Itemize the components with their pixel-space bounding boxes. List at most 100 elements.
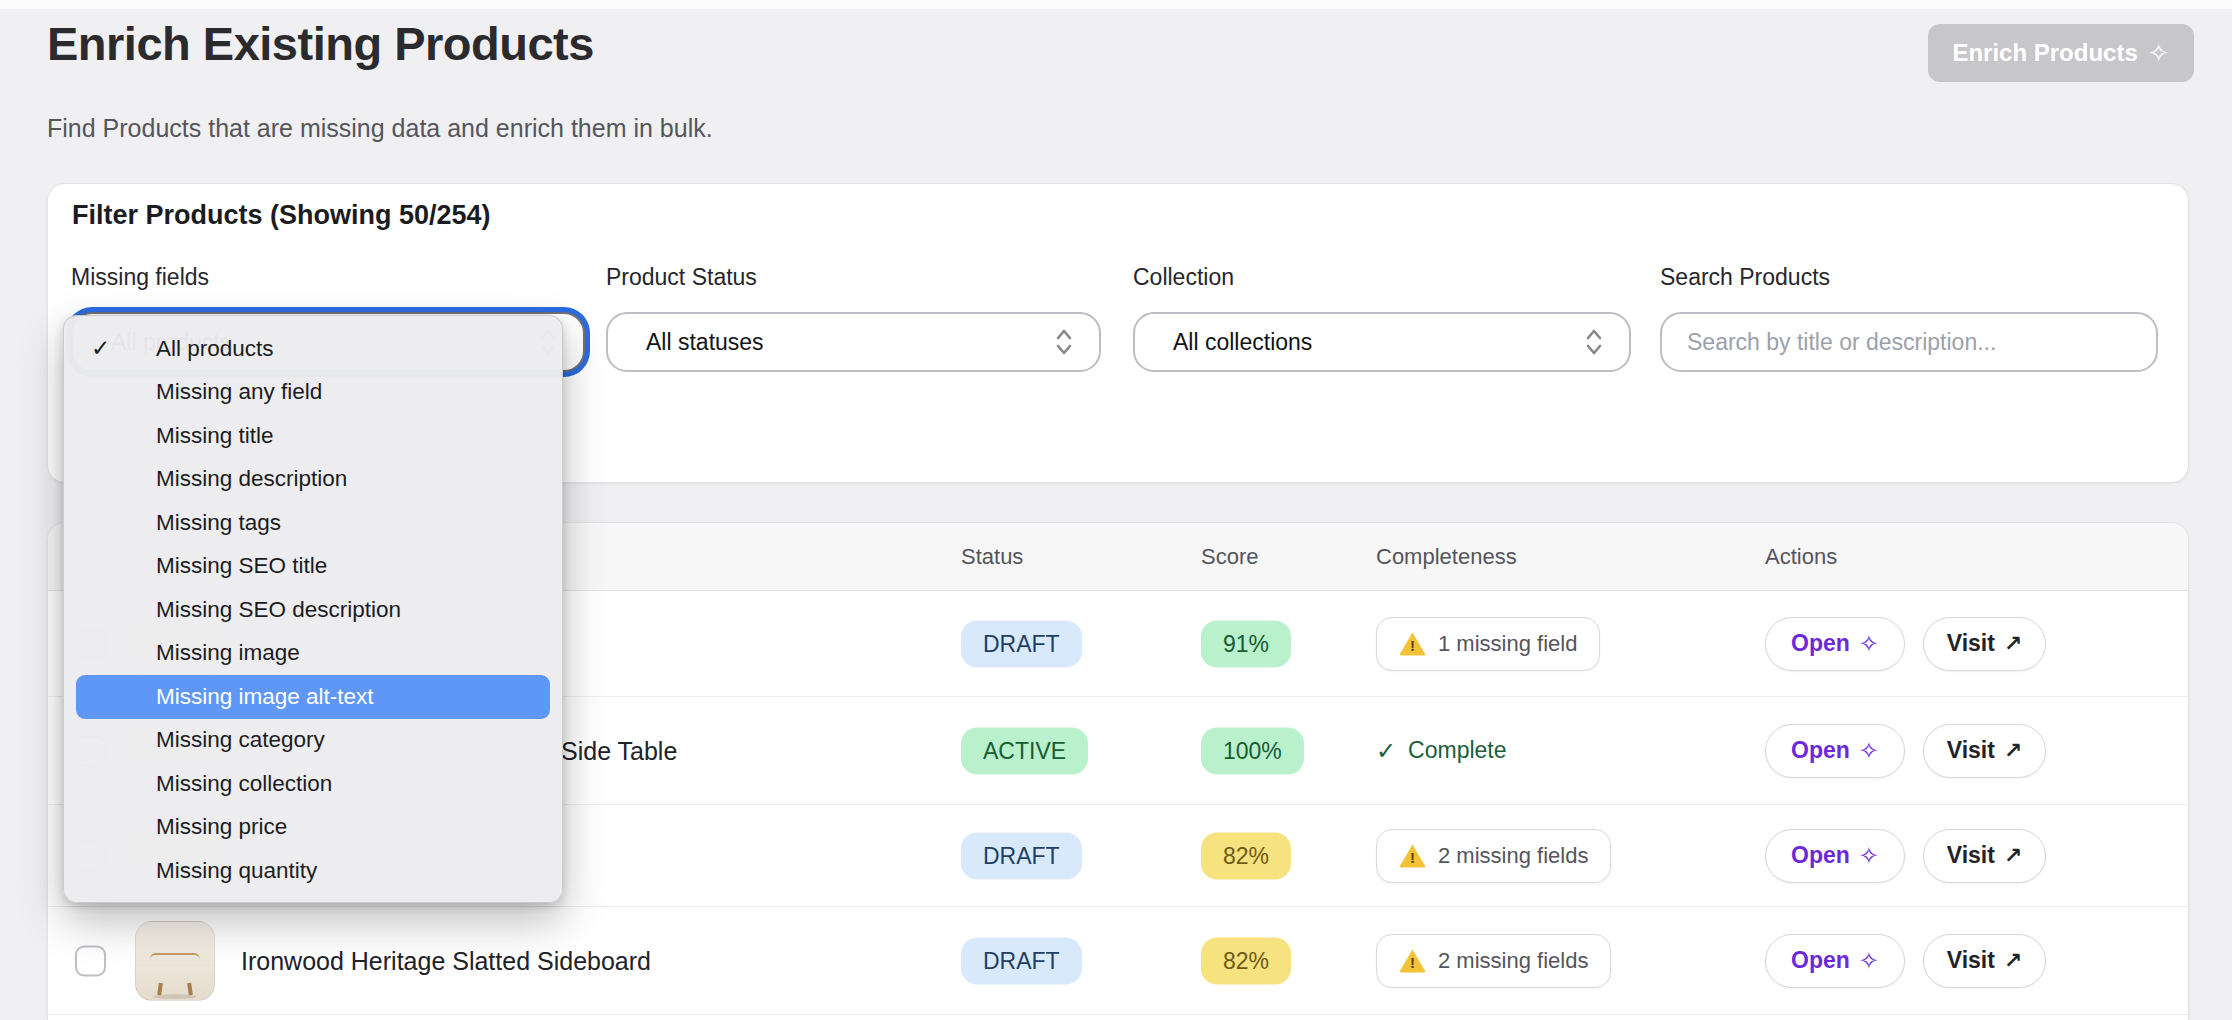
warning-icon: !: [1399, 949, 1426, 973]
status-badge: DRAFT: [961, 937, 1082, 984]
collection-group: Collection All collections: [1133, 262, 1631, 442]
collection-select[interactable]: All collections: [1133, 312, 1631, 372]
search-products-label: Search Products: [1660, 262, 2158, 292]
menu-item-label: Missing collection: [156, 771, 332, 797]
column-header-score: Score: [1201, 523, 1258, 591]
menu-item-missing-any-field[interactable]: Missing any field: [64, 371, 562, 415]
visit-button[interactable]: Visit ↗: [1923, 724, 2046, 778]
missing-fields-dropdown-menu: ✓ All products Missing any field Missing…: [63, 315, 563, 903]
status-badge: DRAFT: [961, 620, 1082, 667]
column-header-status: Status: [961, 523, 1023, 591]
completeness-text: Complete: [1408, 737, 1506, 764]
check-icon: ✓: [1376, 737, 1396, 765]
menu-item-label: Missing title: [156, 423, 274, 449]
page-subtitle: Find Products that are missing data and …: [47, 114, 713, 143]
open-button-label: Open: [1791, 842, 1850, 869]
completeness-text: 2 missing fields: [1438, 948, 1588, 974]
search-input-wrap: [1660, 312, 2158, 372]
sparkle-icon: ✧: [1859, 737, 1879, 765]
menu-item-label: Missing SEO title: [156, 553, 327, 579]
completeness-chip: ! 2 missing fields: [1376, 934, 1611, 988]
open-button-label: Open: [1791, 737, 1850, 764]
menu-item-missing-seo-title[interactable]: Missing SEO title: [64, 545, 562, 589]
warning-icon: !: [1399, 844, 1426, 868]
menu-item-missing-tags[interactable]: Missing tags: [64, 501, 562, 545]
menu-item-missing-description[interactable]: Missing description: [64, 458, 562, 502]
page-title: Enrich Existing Products: [47, 16, 594, 71]
menu-item-all-products[interactable]: ✓ All products: [64, 327, 562, 371]
external-link-icon: ↗: [2004, 631, 2022, 657]
enrich-products-label: Enrich Products: [1952, 39, 2137, 67]
missing-fields-label: Missing fields: [71, 262, 585, 292]
visit-button-label: Visit: [1947, 947, 1995, 974]
open-button-label: Open: [1791, 630, 1850, 657]
menu-item-label: Missing image: [156, 640, 300, 666]
completeness-chip: ! 1 missing field: [1376, 617, 1600, 671]
visit-button-label: Visit: [1947, 842, 1995, 869]
open-button-label: Open: [1791, 947, 1850, 974]
menu-item-missing-image-alt-text[interactable]: Missing image alt-text: [76, 675, 550, 719]
open-button[interactable]: Open ✧: [1765, 617, 1905, 671]
collection-value: All collections: [1173, 329, 1583, 356]
product-thumbnail: [135, 921, 215, 1001]
visit-button-label: Visit: [1947, 630, 1995, 657]
score-badge: 100%: [1201, 727, 1304, 774]
menu-item-label: Missing description: [156, 466, 347, 492]
open-button[interactable]: Open ✧: [1765, 829, 1905, 883]
external-link-icon: ↗: [2004, 738, 2022, 764]
product-status-group: Product Status All statuses: [606, 262, 1101, 442]
completeness-text: 1 missing field: [1438, 631, 1577, 657]
column-header-completeness: Completeness: [1376, 523, 1517, 591]
score-badge: 82%: [1201, 832, 1291, 879]
external-link-icon: ↗: [2004, 948, 2022, 974]
chevron-updown-icon: [1583, 327, 1605, 357]
sparkle-icon: ✧: [1859, 947, 1879, 975]
product-status-value: All statuses: [646, 329, 1053, 356]
row-checkbox[interactable]: [75, 945, 106, 976]
status-badge: ACTIVE: [961, 727, 1088, 774]
sparkle-icon: ✧: [1859, 630, 1879, 658]
search-products-group: Search Products: [1660, 262, 2158, 442]
visit-button[interactable]: Visit ↗: [1923, 617, 2046, 671]
top-strip: [0, 0, 2232, 9]
menu-item-missing-seo-description[interactable]: Missing SEO description: [64, 588, 562, 632]
menu-item-missing-price[interactable]: Missing price: [64, 806, 562, 850]
check-icon: ✓: [91, 335, 110, 362]
visit-button[interactable]: Visit ↗: [1923, 934, 2046, 988]
column-header-actions: Actions: [1765, 523, 1837, 591]
sparkle-icon: ✧: [1859, 842, 1879, 870]
chevron-updown-icon: [1053, 327, 1075, 357]
product-title: Ironwood Heritage Slatted Sideboard: [241, 946, 651, 975]
table-row: Ironwood Heritage Slatted Sideboard DRAF…: [48, 907, 2188, 1015]
score-badge: 91%: [1201, 620, 1291, 667]
product-status-select[interactable]: All statuses: [606, 312, 1101, 372]
completeness-text: 2 missing fields: [1438, 843, 1588, 869]
menu-item-label: Missing image alt-text: [156, 684, 374, 710]
product-status-label: Product Status: [606, 262, 1101, 292]
score-badge: 82%: [1201, 937, 1291, 984]
warning-icon: !: [1399, 632, 1426, 656]
status-badge: DRAFT: [961, 832, 1082, 879]
visit-button[interactable]: Visit ↗: [1923, 829, 2046, 883]
menu-item-label: Missing category: [156, 727, 325, 753]
menu-item-label: Missing tags: [156, 510, 281, 536]
collection-label: Collection: [1133, 262, 1631, 292]
menu-item-missing-title[interactable]: Missing title: [64, 414, 562, 458]
open-button[interactable]: Open ✧: [1765, 724, 1905, 778]
menu-item-missing-category[interactable]: Missing category: [64, 719, 562, 763]
product-title: Side Table: [561, 736, 677, 765]
search-input[interactable]: [1687, 329, 2132, 356]
menu-item-missing-image[interactable]: Missing image: [64, 632, 562, 676]
menu-item-missing-collection[interactable]: Missing collection: [64, 762, 562, 806]
open-button[interactable]: Open ✧: [1765, 934, 1905, 988]
external-link-icon: ↗: [2004, 843, 2022, 869]
menu-item-label: Missing any field: [156, 379, 322, 405]
menu-item-missing-quantity[interactable]: Missing quantity: [64, 849, 562, 893]
visit-button-label: Visit: [1947, 737, 1995, 764]
filter-card-title: Filter Products (Showing 50/254): [72, 200, 491, 231]
completeness-complete: ✓ Complete: [1376, 737, 1507, 765]
menu-item-label: All products: [156, 336, 274, 362]
menu-item-label: Missing SEO description: [156, 597, 401, 623]
menu-item-label: Missing price: [156, 814, 287, 840]
enrich-products-button[interactable]: Enrich Products ✧: [1928, 24, 2194, 82]
